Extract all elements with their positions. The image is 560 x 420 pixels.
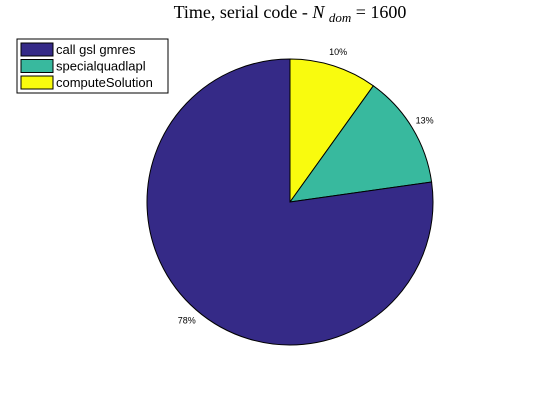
title-variable-subscript: dom <box>329 10 351 25</box>
legend-label: specialquadlapl <box>56 59 146 74</box>
pie-slices <box>146 58 434 346</box>
legend-label: call gsl gmres <box>56 42 136 57</box>
pie-slice-computesolution <box>289 58 375 204</box>
legend-label: computeSolution <box>56 75 153 90</box>
title-suffix: = 1600 <box>356 2 407 22</box>
pie-slice-call-gsl-gmres <box>146 58 434 346</box>
slice-percent-label: 10% <box>329 47 347 57</box>
legend-swatch <box>20 75 54 90</box>
legend: call gsl gmres specialquadlaplcomputeSolu… <box>16 38 169 94</box>
title-variable: N <box>311 2 325 22</box>
legend-swatch <box>20 59 54 73</box>
slice-percent-label: 13% <box>416 116 434 126</box>
slice-labels: 10% 13% 78% <box>178 47 434 326</box>
chart-title: Time, serial code - N dom = 1600 <box>174 2 407 26</box>
title-prefix: Time, serial code - <box>174 2 313 22</box>
slice-percent-label: 78% <box>178 316 196 326</box>
legend-swatch <box>20 42 54 57</box>
pie-slice-specialquadlapl <box>288 85 433 203</box>
